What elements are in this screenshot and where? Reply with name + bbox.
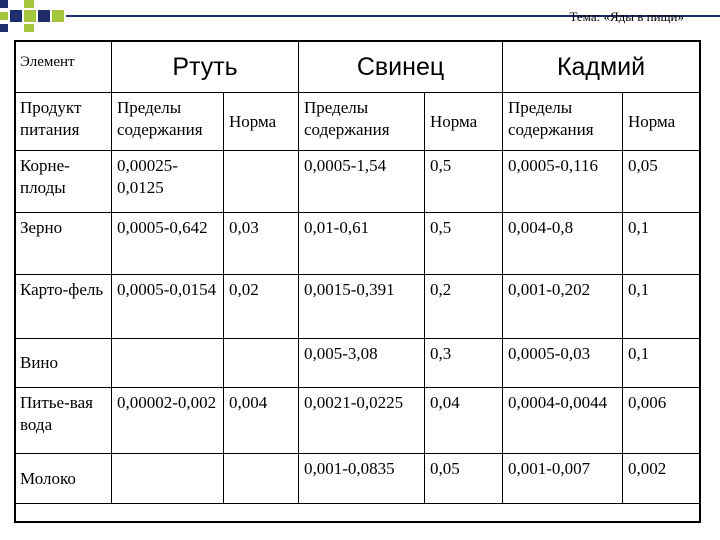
poisons-table: Элемент Ртуть Свинец Кадмий Продукт пита… [14, 40, 701, 504]
mercury-range-cell: 0,0005-0,642 [111, 212, 224, 275]
cadmium-range-cell: 0,0005-0,116 [502, 150, 624, 213]
metal-header-row: Элемент Ртуть Свинец Кадмий [14, 40, 701, 93]
mercury-range-cell [111, 338, 224, 388]
range-header: Пределы содержания [111, 92, 224, 151]
deco-square [52, 10, 64, 22]
cadmium-range-cell: 0,001-0,007 [502, 453, 624, 504]
lead-range-cell: 0,01-0,61 [298, 212, 426, 275]
deco-square [10, 10, 22, 22]
product-cell: Питье-вая вода [14, 387, 112, 454]
cadmium-norm-cell: 0,1 [622, 338, 701, 388]
lead-norm-cell: 0,04 [424, 387, 504, 454]
deco-square [0, 12, 8, 20]
deco-square [24, 10, 36, 22]
metal-header-lead: Свинец [298, 40, 504, 93]
cadmium-range-cell: 0,0004-0,0044 [502, 387, 624, 454]
lead-range-cell: 0,0015-0,391 [298, 274, 426, 339]
table-row: Зерно 0,0005-0,642 0,03 0,01-0,61 0,5 0,… [14, 212, 701, 275]
lead-norm-cell: 0,5 [424, 212, 504, 275]
lead-range-cell: 0,0005-1,54 [298, 150, 426, 213]
topic-title: Тема: «Яды в пищи» [569, 9, 684, 24]
table-row: Вино 0,005-3,08 0,3 0,0005-0,03 0,1 [14, 338, 701, 388]
cadmium-norm-cell: 0,006 [622, 387, 701, 454]
metal-header-cadmium: Кадмий [502, 40, 701, 93]
lead-norm-cell: 0,3 [424, 338, 504, 388]
mercury-norm-cell: 0,02 [222, 274, 300, 339]
deco-square [0, 0, 8, 8]
product-cell: Карто-фель [14, 274, 112, 339]
cadmium-range-cell: 0,004-0,8 [502, 212, 624, 275]
lead-norm-cell: 0,5 [424, 150, 504, 213]
norm-header: Норма [424, 92, 504, 151]
element-header: Элемент [14, 40, 112, 93]
mercury-norm-cell [222, 453, 300, 504]
mercury-range-cell: 0,00025-0,0125 [111, 150, 224, 213]
product-cell: Корне-плоды [14, 150, 112, 213]
range-header: Пределы содержания [298, 92, 426, 151]
mercury-norm-cell: 0,03 [222, 212, 300, 275]
mercury-range-cell: 0,00002-0,002 [111, 387, 224, 454]
deco-square [24, 24, 34, 32]
norm-header: Норма [222, 92, 300, 151]
lead-range-cell: 0,005-3,08 [298, 338, 426, 388]
lead-range-cell: 0,001-0,0835 [298, 453, 426, 504]
norm-header: Норма [622, 92, 701, 151]
mercury-norm-cell [222, 338, 300, 388]
product-cell: Молоко [14, 453, 112, 504]
table-row: Корне-плоды 0,00025-0,0125 0,0005-1,54 0… [14, 150, 701, 213]
mercury-norm-cell [222, 150, 300, 213]
product-header: Продукт питания [14, 92, 112, 151]
deco-square [0, 24, 8, 32]
cadmium-norm-cell: 0,05 [622, 150, 701, 213]
cadmium-range-cell: 0,0005-0,03 [502, 338, 624, 388]
table-row: Молоко 0,001-0,0835 0,05 0,001-0,007 0,0… [14, 453, 701, 504]
lead-norm-cell: 0,2 [424, 274, 504, 339]
range-header: Пределы содержания [502, 92, 624, 151]
cadmium-norm-cell: 0,1 [622, 212, 701, 275]
mercury-norm-cell: 0,004 [222, 387, 300, 454]
deco-square [38, 10, 50, 22]
cadmium-range-cell: 0,001-0,202 [502, 274, 624, 339]
deco-line [66, 15, 720, 17]
cadmium-norm-cell: 0,002 [622, 453, 701, 504]
table-row: Питье-вая вода 0,00002-0,002 0,004 0,002… [14, 387, 701, 454]
lead-range-cell: 0,0021-0,0225 [298, 387, 426, 454]
metal-header-mercury: Ртуть [110, 40, 300, 93]
table-row: Карто-фель 0,0005-0,0154 0,02 0,0015-0,3… [14, 274, 701, 339]
mercury-range-cell: 0,0005-0,0154 [111, 274, 224, 339]
subheader-row: Продукт питания Пределы содержания Норма… [14, 92, 701, 151]
cadmium-norm-cell: 0,1 [622, 274, 701, 339]
mercury-range-cell [111, 453, 224, 504]
deco-square [24, 0, 34, 8]
product-cell: Зерно [14, 212, 112, 275]
product-cell: Вино [14, 338, 112, 388]
lead-norm-cell: 0,05 [424, 453, 504, 504]
